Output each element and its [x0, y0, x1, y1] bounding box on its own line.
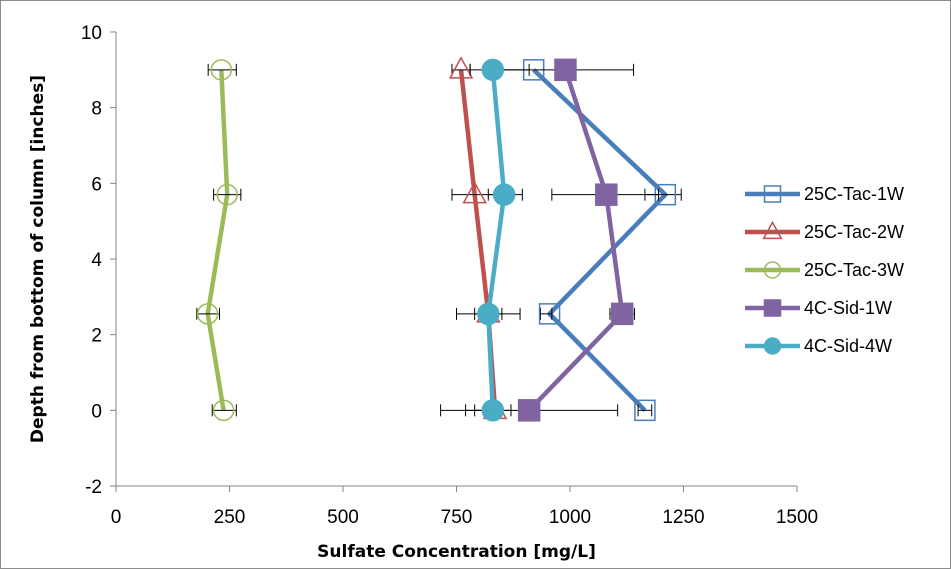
y-tick-label: 0: [91, 401, 102, 422]
data-point: [462, 181, 487, 204]
data-point: [481, 58, 505, 82]
x-tick-label: 1250: [662, 507, 704, 528]
x-tick-label: 250: [214, 507, 246, 528]
data-point: [517, 399, 541, 422]
x-tick-label: 750: [441, 507, 473, 528]
y-tick-label: 2: [91, 326, 102, 347]
data-point: [481, 399, 505, 422]
y-tick-label: 4: [91, 250, 102, 271]
x-tick-label: 500: [327, 507, 359, 528]
data-point: [538, 303, 561, 325]
y-tick-label: 6: [91, 174, 102, 195]
data-point: [448, 56, 474, 79]
y-tick-label: 8: [91, 99, 102, 120]
data-point: [763, 261, 782, 279]
x-tick-label: 0: [111, 507, 122, 528]
series-line: [532, 68, 668, 412]
legend-entry: 25C-Tac-2W: [745, 220, 904, 242]
legend: 25C-Tac-1W 25C-Tac-2W 25C-Tac-3W 4C-Sid-1W 4…: [745, 184, 904, 356]
data-point: [762, 220, 783, 240]
legend-label: 25C-Tac-1W: [804, 184, 904, 204]
legend-label: 4C-Sid-4W: [804, 336, 892, 356]
legend-label: 4C-Sid-1W: [804, 298, 892, 318]
series-25C-Tac-3W: [196, 59, 242, 422]
data-point: [554, 58, 577, 82]
x-tick-label: 1500: [776, 507, 818, 528]
x-axis-title: Sulfate Concentration [mg/L]: [317, 542, 596, 562]
y-axis-title: Depth from bottom of column [inches]: [28, 75, 48, 443]
y-tick-label: -2: [85, 477, 102, 498]
legend-entry: 4C-Sid-1W: [745, 298, 892, 318]
data-point: [212, 399, 235, 422]
data-point: [216, 183, 238, 206]
plot-area: [196, 56, 682, 422]
data-point: [477, 302, 500, 326]
data-point: [210, 59, 233, 81]
data-point: [763, 185, 782, 203]
legend-entry: 25C-Tac-1W: [745, 184, 904, 204]
series-4C-Sid-1W: [465, 58, 660, 422]
data-point: [595, 183, 618, 206]
data-point: [610, 302, 634, 326]
legend-label: 25C-Tac-2W: [804, 222, 904, 242]
series-line: [486, 69, 507, 411]
data-point: [492, 183, 516, 206]
axes: Sulfate Concentration [mg/L] Depth from …: [28, 23, 818, 562]
series-line: [205, 69, 230, 411]
data-point: [634, 399, 656, 422]
x-tick-label: 1000: [549, 507, 591, 528]
legend-entry: 4C-Sid-4W: [745, 336, 892, 356]
legend-label: 25C-Tac-3W: [804, 260, 904, 280]
series-25C-Tac-2W: [440, 56, 521, 420]
series-25C-Tac-1W: [522, 59, 682, 422]
legend-entry: 25C-Tac-3W: [745, 260, 904, 280]
y-tick-label: 10: [81, 23, 102, 44]
series-line: [527, 69, 625, 412]
data-point: [763, 299, 782, 317]
data-point: [196, 303, 219, 325]
data-point: [763, 337, 782, 355]
series-4C-Sid-4W: [469, 58, 530, 422]
